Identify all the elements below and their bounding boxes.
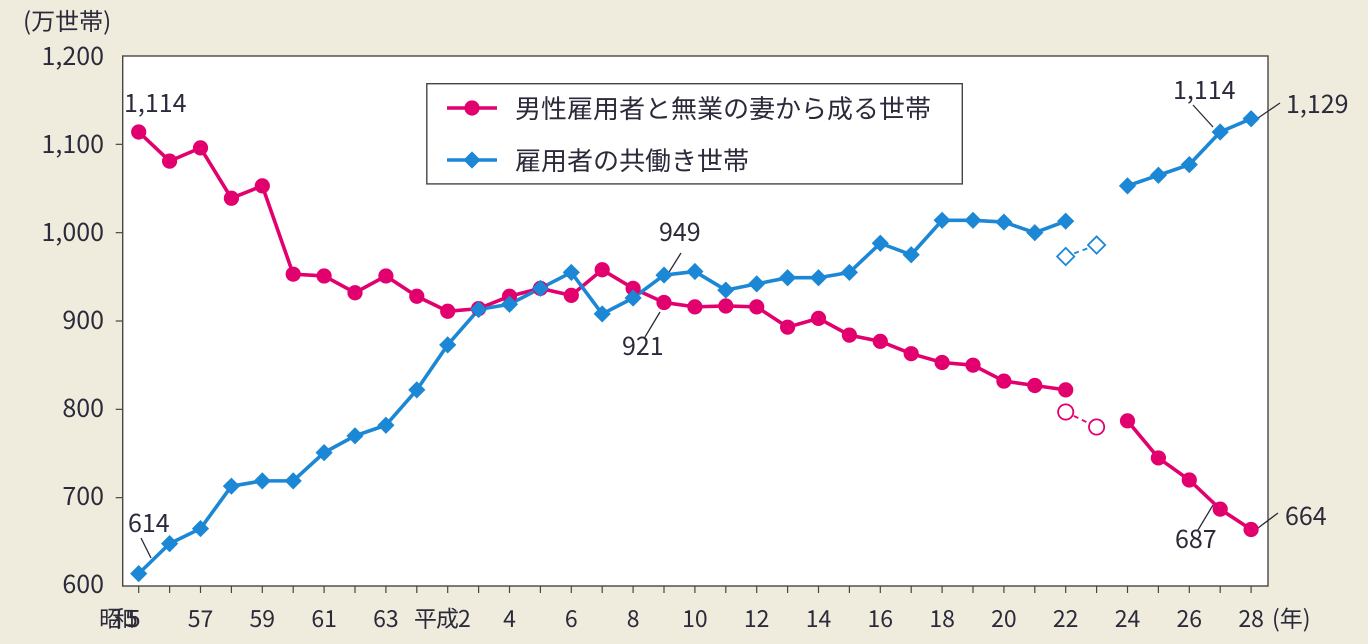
svg-text:664: 664: [1285, 497, 1327, 533]
svg-text:59: 59: [250, 600, 276, 634]
svg-text:4: 4: [503, 600, 516, 634]
svg-text:昭和55: 昭和55: [99, 600, 140, 634]
svg-text:900: 900: [62, 301, 104, 337]
svg-text:14: 14: [806, 600, 832, 634]
svg-text:614: 614: [128, 504, 170, 540]
svg-text:24: 24: [1115, 600, 1141, 634]
svg-text:(万世帯): (万世帯): [23, 2, 111, 37]
svg-text:16: 16: [868, 600, 894, 634]
svg-text:800: 800: [62, 389, 104, 425]
svg-text:1,114: 1,114: [1173, 71, 1236, 107]
svg-text:949: 949: [659, 213, 701, 249]
svg-text:600: 600: [62, 565, 104, 601]
svg-text:22: 22: [1053, 600, 1079, 634]
svg-text:(年): (年): [1272, 600, 1311, 634]
svg-text:12: 12: [744, 600, 770, 634]
svg-text:1,100: 1,100: [42, 125, 104, 161]
svg-text:28: 28: [1238, 600, 1264, 634]
svg-text:男性雇用者と無業の妻から成る世帯: 男性雇用者と無業の妻から成る世帯: [515, 89, 931, 126]
svg-text:1,129: 1,129: [1286, 85, 1348, 121]
svg-text:1,114: 1,114: [124, 84, 187, 120]
svg-text:26: 26: [1177, 600, 1203, 634]
svg-text:1,200: 1,200: [42, 37, 104, 73]
svg-text:921: 921: [622, 327, 664, 363]
svg-text:63: 63: [373, 600, 399, 634]
svg-text:57: 57: [188, 600, 214, 634]
svg-text:8: 8: [627, 600, 640, 634]
svg-text:平成2: 平成2: [414, 600, 470, 634]
svg-text:20: 20: [991, 600, 1017, 634]
svg-text:61: 61: [311, 600, 337, 634]
svg-text:1,000: 1,000: [42, 213, 104, 249]
svg-text:10: 10: [682, 600, 708, 634]
svg-text:雇用者の共働き世帯: 雇用者の共働き世帯: [515, 141, 749, 178]
svg-text:6: 6: [565, 600, 578, 634]
svg-text:700: 700: [62, 477, 104, 513]
svg-text:687: 687: [1175, 520, 1217, 556]
svg-text:18: 18: [929, 600, 955, 634]
